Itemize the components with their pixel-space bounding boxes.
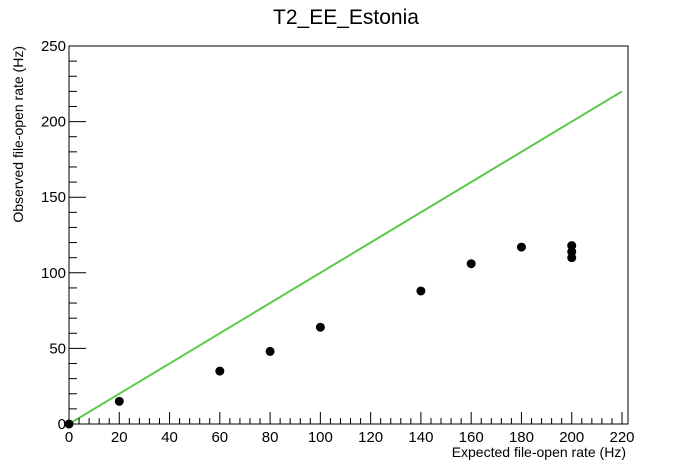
x-tick-label: 200	[559, 429, 584, 446]
x-tick-label: 120	[358, 429, 383, 446]
x-tick-label: 80	[262, 429, 279, 446]
data-point	[315, 322, 325, 332]
y-tick-label: 250	[41, 38, 66, 55]
data-point	[516, 242, 526, 252]
x-tick-label: 100	[308, 429, 333, 446]
reference-line-layer	[68, 90, 623, 425]
y-axis-title: Observed file-open rate (Hz)	[10, 46, 26, 223]
x-tick-label: 40	[161, 429, 178, 446]
x-tick-label: 0	[65, 429, 73, 446]
points-layer	[64, 241, 577, 429]
x-tick-label: 220	[609, 429, 634, 446]
x-tick-label: 160	[459, 429, 484, 446]
data-point	[466, 259, 476, 269]
y-axis: 0 50 100 150 200 250	[41, 38, 86, 433]
x-tick-label: 140	[408, 429, 433, 446]
reference-line	[68, 90, 623, 425]
data-point	[567, 241, 577, 251]
x-tick-label: 60	[211, 429, 228, 446]
x-axis-title: Expected file-open rate (Hz)	[452, 444, 626, 460]
data-point	[114, 396, 124, 406]
plot-frame	[68, 45, 629, 425]
chart-title: T2_EE_Estonia	[273, 6, 419, 29]
data-point	[265, 346, 275, 356]
y-tick-label: 150	[41, 189, 66, 206]
x-tick-label: 180	[509, 429, 534, 446]
y-tick-label: 0	[58, 416, 66, 433]
y-tick-label: 50	[49, 340, 66, 357]
y-tick-label: 200	[41, 114, 66, 131]
data-point	[215, 366, 225, 376]
x-axis: 0 20 40 60 80 100 120 140 160 180 200 220	[65, 412, 635, 446]
data-point	[416, 286, 426, 296]
y-tick-label: 100	[41, 265, 66, 282]
x-tick-label: 20	[111, 429, 128, 446]
